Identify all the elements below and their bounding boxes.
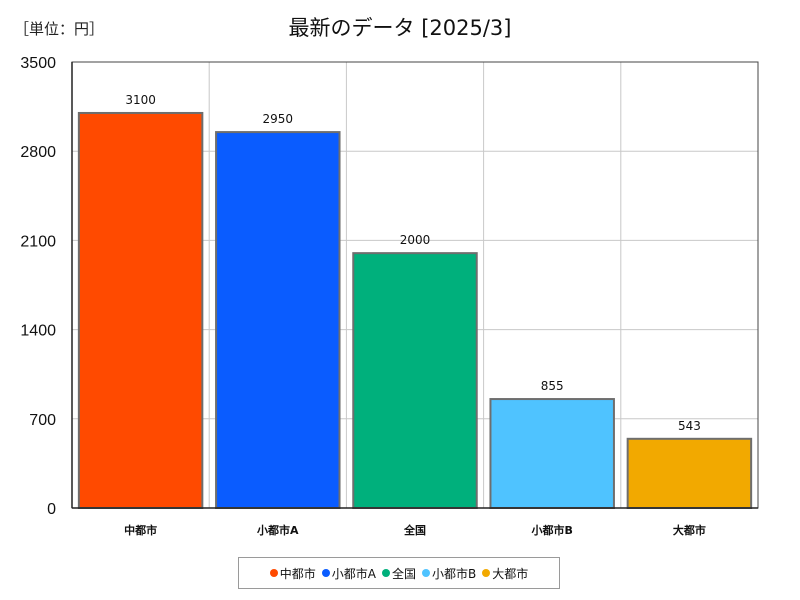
unit-label: ［単位：円］ xyxy=(14,20,105,38)
x-tick-label: 中都市 xyxy=(124,523,157,537)
data-label: 2000 xyxy=(400,233,431,247)
legend-label: 全国 xyxy=(391,566,416,581)
data-label: 2950 xyxy=(263,112,294,126)
legend-swatch xyxy=(482,569,491,577)
x-tick-label: 全国 xyxy=(403,523,426,537)
legend-label: 中都市 xyxy=(279,566,316,581)
legend-swatch xyxy=(422,569,430,577)
legend-item: 大都市 xyxy=(482,565,528,582)
legend-label: 大都市 xyxy=(492,566,529,581)
bar xyxy=(489,398,615,510)
data-label: 543 xyxy=(678,419,701,433)
legend-label: 小都市A xyxy=(331,566,376,581)
x-tick-label: 小都市A xyxy=(256,523,299,537)
legend-swatch xyxy=(381,569,390,577)
chart-title: 最新のデータ [2025/3] xyxy=(288,16,512,40)
y-tick-label: 3500 xyxy=(20,55,56,72)
y-tick-label: 2800 xyxy=(20,144,56,161)
y-tick-label: 1400 xyxy=(20,323,56,340)
y-tick-label: 2100 xyxy=(20,233,56,250)
legend-swatch xyxy=(321,569,330,577)
y-tick-label: 0 xyxy=(47,501,56,518)
legend-item: 小都市B xyxy=(422,565,476,582)
chart-legend: 中都市 小都市A 全国 小都市B 大都市 xyxy=(238,557,560,589)
bar xyxy=(77,111,204,509)
legend-item: 全国 xyxy=(381,565,416,582)
legend-swatch xyxy=(269,569,278,577)
bar xyxy=(626,437,753,509)
y-tick-label: 700 xyxy=(29,412,56,429)
data-label: 855 xyxy=(541,379,564,393)
bar xyxy=(215,131,341,509)
legend-item: 小都市A xyxy=(321,565,376,582)
legend-label: 小都市B xyxy=(432,566,477,581)
bar xyxy=(352,252,478,509)
legend-item: 中都市 xyxy=(269,565,316,582)
x-tick-label: 小都市B xyxy=(531,523,573,537)
x-tick-label: 大都市 xyxy=(673,523,706,537)
data-label: 3100 xyxy=(125,93,156,107)
